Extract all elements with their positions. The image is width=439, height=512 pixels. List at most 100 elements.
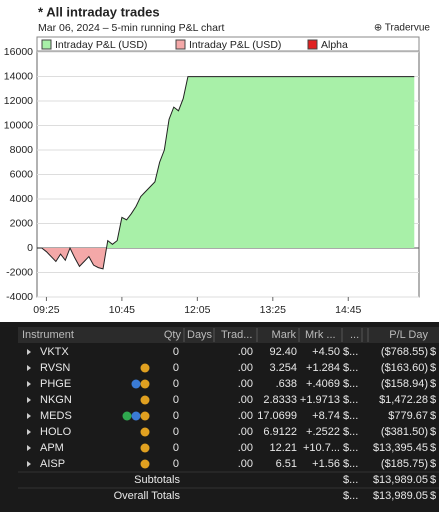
table-cell: 17.0699 — [257, 410, 297, 422]
table-cell: +8.74 — [312, 410, 340, 422]
table-cell: PHGE — [40, 378, 71, 390]
column-header: Trad... — [221, 329, 252, 341]
table-cell: NKGN — [40, 394, 72, 406]
column-header: P/L Day — [389, 329, 428, 341]
legend-swatch — [307, 39, 318, 50]
status-icon — [131, 379, 141, 389]
total-cell: $ — [430, 474, 436, 486]
table-cell: VKTX — [40, 346, 69, 358]
row-expander — [27, 429, 31, 435]
total-cell: $13,989.05 — [373, 474, 428, 486]
x-tick-label: 12:05 — [184, 304, 210, 316]
table-cell: HOLO — [40, 426, 72, 438]
column-header: ... — [350, 329, 359, 341]
table-cell: ($381.50) — [381, 426, 428, 438]
y-tick-label: 14000 — [4, 70, 33, 82]
column-header: Instrument — [22, 329, 74, 341]
status-icon — [140, 459, 150, 469]
y-tick-label: 2000 — [10, 217, 34, 229]
y-tick-label: -2000 — [6, 266, 33, 278]
status-icon — [140, 427, 150, 437]
y-tick-label: 12000 — [4, 95, 33, 107]
table-cell: .00 — [238, 458, 253, 470]
table-cell: 6.9122 — [263, 426, 297, 438]
status-icon — [140, 379, 150, 389]
chart-title: * All intraday trades — [38, 4, 160, 19]
table-cell: .00 — [238, 442, 253, 454]
table-cell: 0 — [173, 442, 179, 454]
brand: ⊕ Tradervue — [374, 23, 431, 34]
row-expander — [27, 445, 31, 451]
table-cell: 2.8333 — [263, 394, 297, 406]
table-cell: +1.9713 — [300, 394, 340, 406]
table-cell: .00 — [238, 346, 253, 358]
table-cell: $... — [343, 458, 358, 470]
total-cell: $... — [343, 474, 358, 486]
row-expander — [27, 413, 31, 419]
table-cell: $... — [343, 362, 358, 374]
table-cell: ($163.60) — [381, 362, 428, 374]
area-positive — [37, 76, 415, 248]
table-bg — [0, 322, 439, 512]
table-cell: $ — [430, 378, 436, 390]
x-tick-label: 10:45 — [109, 304, 135, 316]
table-cell: 0 — [173, 394, 179, 406]
table-cell: 12.21 — [269, 442, 297, 454]
table-cell: $ — [430, 426, 436, 438]
table-cell: 3.254 — [269, 362, 297, 374]
table-cell: RVSN — [40, 362, 70, 374]
table-cell: AISP — [40, 458, 65, 470]
status-icon — [140, 395, 150, 405]
row-expander — [27, 365, 31, 371]
table-cell: ($768.55) — [381, 346, 428, 358]
y-tick-label: 4000 — [10, 193, 34, 205]
status-icon — [131, 411, 141, 421]
legend-swatch — [41, 39, 52, 50]
table-cell: 0 — [173, 458, 179, 470]
legend-label: Intraday P&L (USD) — [55, 39, 147, 51]
total-cell: $... — [343, 490, 358, 502]
table-cell: $ — [430, 346, 436, 358]
table-cell: $... — [343, 410, 358, 422]
table-cell: .00 — [238, 378, 253, 390]
legend-swatch — [175, 39, 186, 50]
total-cell: $13,989.05 — [373, 490, 428, 502]
total-cell: Overall Totals — [114, 490, 181, 502]
status-icon — [140, 363, 150, 373]
y-tick-label: 10000 — [4, 119, 33, 131]
row-expander — [27, 461, 31, 467]
legend-box — [36, 36, 420, 52]
status-icon — [140, 411, 150, 421]
table-cell: APM — [40, 442, 64, 454]
table-cell: ($185.75) — [381, 458, 428, 470]
table-header-bg — [18, 327, 439, 343]
table-cell: +1.56 — [312, 458, 340, 470]
x-tick-label: 09:25 — [33, 304, 59, 316]
column-header: Mark — [272, 329, 297, 341]
total-cell: $ — [430, 490, 436, 502]
table-cell: $779.67 — [388, 410, 428, 422]
y-tick-label: 8000 — [10, 144, 34, 156]
area-negative — [37, 248, 415, 269]
y-tick-label: 0 — [27, 242, 33, 254]
table-cell: $... — [343, 442, 358, 454]
row-expander — [27, 349, 31, 355]
table-cell: +1.284 — [306, 362, 340, 374]
table-cell: .00 — [238, 362, 253, 374]
table-cell: $ — [430, 410, 436, 422]
table-cell: +.4069 — [306, 378, 340, 390]
table-cell: $ — [430, 442, 436, 454]
y-tick-label: 16000 — [4, 46, 33, 58]
y-tick-label: 6000 — [10, 168, 34, 180]
table-cell: 0 — [173, 378, 179, 390]
row-expander — [27, 397, 31, 403]
total-cell: Subtotals — [134, 474, 180, 486]
x-tick-label: 13:25 — [260, 304, 286, 316]
line — [37, 76, 415, 270]
table-cell: $1,472.28 — [379, 394, 428, 406]
table-cell: .00 — [238, 426, 253, 438]
column-header: Days — [187, 329, 213, 341]
row-expander — [27, 381, 31, 387]
table-cell: $... — [343, 378, 358, 390]
